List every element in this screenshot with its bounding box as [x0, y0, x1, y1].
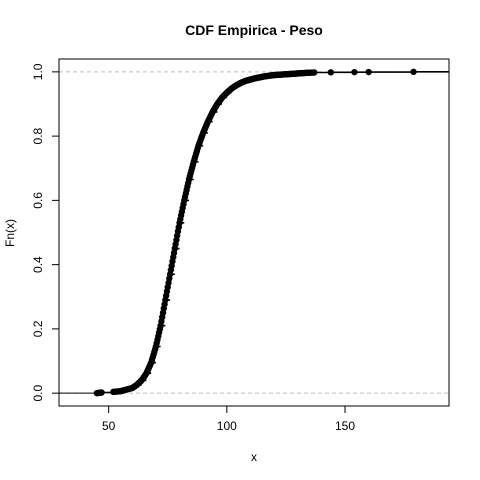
data-point-fill	[194, 145, 201, 152]
data-point-fill	[180, 200, 187, 208]
y-axis-label: Fn(x)	[3, 219, 17, 247]
data-point-fill	[161, 301, 168, 308]
y-tick-label: 0.4	[31, 256, 45, 273]
data-point	[365, 68, 372, 76]
data-point-fill	[309, 69, 317, 76]
data-point-fill	[166, 275, 173, 282]
reference-lines	[59, 71, 449, 394]
x-axis: 50 100 150	[102, 405, 355, 433]
data-point-fill	[175, 223, 182, 231]
y-tick-label: 0.2	[31, 320, 45, 337]
chart-title: CDF Empirica - Peso	[185, 22, 323, 38]
step-lines	[59, 71, 449, 394]
x-tick-label: 100	[217, 419, 237, 433]
x-tick-label: 50	[102, 419, 116, 433]
y-tick-label: 1.0	[31, 63, 45, 80]
y-axis: 0.0 0.2 0.4 0.6 0.8 1.0	[31, 63, 60, 401]
data-point-fill	[151, 346, 159, 353]
data-point-fill	[189, 161, 197, 168]
data-point-fill	[170, 249, 178, 257]
y-tick-label: 0.8	[31, 127, 45, 144]
data-point-fill	[97, 389, 104, 396]
y-tick-label: 0.0	[31, 384, 45, 401]
data-point-fill	[185, 179, 192, 187]
x-axis-label: x	[251, 450, 257, 464]
data-point	[410, 68, 417, 76]
x-tick-label: 150	[335, 419, 355, 433]
data-points	[93, 68, 417, 397]
data-point-fill	[156, 325, 164, 333]
data-point	[327, 69, 335, 76]
y-tick-label: 0.6	[31, 192, 45, 209]
data-point	[351, 68, 358, 76]
plot-frame	[58, 58, 450, 407]
